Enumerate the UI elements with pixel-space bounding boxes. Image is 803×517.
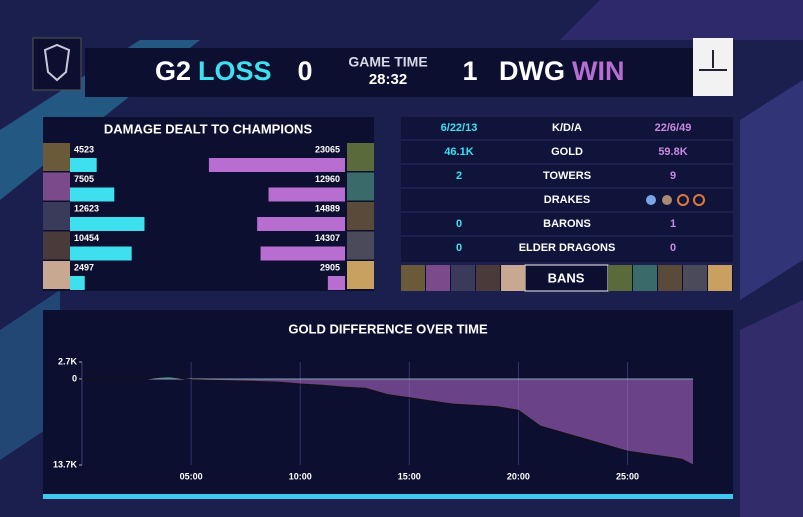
damage-label: 2905 — [320, 262, 340, 272]
champion-portrait — [347, 231, 374, 260]
damage-title: DAMAGE DEALT TO CHAMPIONS — [104, 121, 313, 136]
ban-portrait — [683, 265, 707, 291]
damage-bar — [70, 276, 85, 290]
stat-right: 59.8K — [658, 146, 687, 158]
score-left: 0 — [297, 56, 312, 86]
x-tick-label: 15:00 — [398, 471, 421, 481]
damage-label: 7505 — [74, 174, 94, 184]
stat-left: 0 — [456, 242, 462, 254]
damage-label: 2497 — [74, 262, 94, 272]
champion-portrait — [43, 172, 70, 201]
ban-portrait — [501, 265, 525, 291]
bans-label: BANS — [548, 270, 585, 285]
damage-bar — [70, 217, 145, 231]
panel-accent — [43, 494, 733, 499]
damage-bar — [260, 246, 345, 261]
damage-label: 14307 — [315, 233, 340, 243]
damage-panel — [43, 117, 374, 291]
x-tick-label: 20:00 — [507, 471, 530, 481]
stat-label: ELDER DRAGONS — [519, 242, 616, 254]
cloud-drake-icon — [646, 195, 656, 205]
gold-line — [82, 375, 694, 466]
damage-label: 10454 — [74, 233, 99, 243]
drake-icons — [646, 194, 705, 206]
infernal-drake-icon — [677, 194, 689, 206]
stat-right: 22/6/49 — [655, 122, 692, 134]
damage-label: 14889 — [315, 203, 340, 213]
header-bar — [85, 48, 693, 97]
ban-portrait — [658, 265, 682, 291]
y-tick-label: 13.7K — [53, 459, 78, 469]
stat-label: BARONS — [543, 218, 591, 230]
result-left: LOSS — [198, 56, 272, 86]
champion-portrait — [347, 202, 374, 230]
stat-left: 6/22/13 — [441, 122, 478, 134]
damage-bar — [268, 187, 345, 202]
damage-label: 23065 — [315, 144, 340, 154]
ban-portrait — [476, 265, 500, 291]
champion-portrait — [43, 143, 70, 171]
damage-bar — [70, 246, 132, 261]
gold-title: GOLD DIFFERENCE OVER TIME — [288, 321, 488, 336]
x-tick-label: 10:00 — [289, 471, 312, 481]
stripe — [560, 0, 803, 40]
y-tick-label: 2.7K — [58, 356, 78, 366]
g2-emblem — [43, 43, 71, 82]
result-right: WIN — [572, 56, 624, 86]
dwg-emblem — [699, 50, 727, 71]
game-time-label: GAME TIME — [348, 54, 427, 70]
ban-portrait — [401, 265, 425, 291]
stat-right: 0 — [670, 242, 676, 254]
champion-portrait — [347, 143, 374, 171]
ban-portrait — [708, 265, 732, 291]
damage-label: 12960 — [315, 174, 340, 184]
stat-label: GOLD — [551, 146, 583, 158]
stat-left: 0 — [456, 218, 462, 230]
damage-bar — [208, 158, 345, 172]
stats-panel — [401, 117, 733, 262]
team-left: G2 — [155, 56, 191, 86]
x-tick-label: 05:00 — [180, 471, 203, 481]
ban-portrait — [608, 265, 632, 291]
champion-portrait — [347, 172, 374, 201]
stat-right: 9 — [670, 170, 676, 182]
champion-portrait — [43, 231, 70, 260]
damage-label: 12623 — [74, 203, 99, 213]
champion-portrait — [347, 261, 374, 289]
damage-bar — [327, 276, 345, 290]
stat-label: TOWERS — [543, 170, 591, 182]
champion-portrait — [43, 202, 70, 230]
damage-bar — [70, 158, 97, 172]
y-tick-label: 0 — [72, 373, 77, 383]
ban-portrait — [633, 265, 657, 291]
x-tick-label: 25:00 — [616, 471, 639, 481]
stat-left: 2 — [456, 170, 462, 182]
infernal-drake-icon — [693, 194, 705, 206]
stripe — [740, 80, 803, 300]
score-right: 1 — [462, 56, 477, 86]
stat-left: 46.1K — [444, 146, 473, 158]
damage-bar — [70, 187, 115, 202]
mountain-drake-icon — [662, 195, 672, 205]
damage-bar — [257, 217, 345, 231]
stat-right: 1 — [670, 218, 676, 230]
game-time: 28:32 — [369, 71, 407, 88]
ban-portrait — [426, 265, 450, 291]
ban-portrait — [451, 265, 475, 291]
team-right: DWG — [499, 56, 565, 86]
stat-label: K/D/A — [552, 122, 582, 134]
stripe — [740, 300, 803, 517]
gold-area-negative — [202, 379, 693, 465]
champion-portrait — [43, 261, 70, 289]
stat-label: DRAKES — [544, 194, 590, 206]
damage-label: 4523 — [74, 144, 94, 154]
